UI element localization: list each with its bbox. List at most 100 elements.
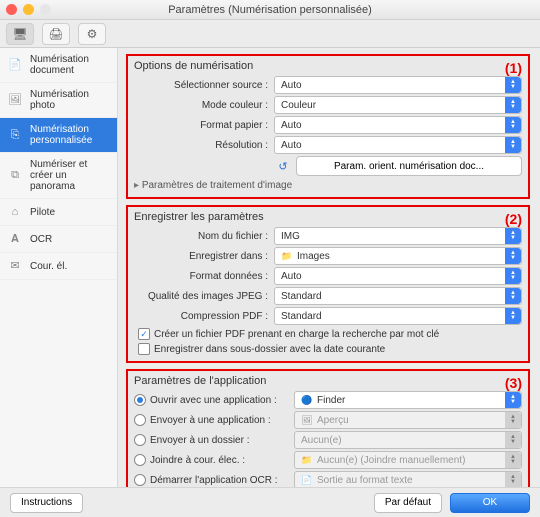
printer-icon: 🖨	[48, 27, 63, 41]
chevron-updown-icon: ▲▼	[505, 288, 521, 304]
sidebar-item-email[interactable]: ✉Cour. él.	[0, 253, 117, 280]
sidebar-item-label: Numériser et créer un panorama	[30, 159, 111, 192]
select-source[interactable]: Auto▲▼	[274, 76, 522, 94]
chevron-updown-icon: ▲▼	[505, 472, 521, 487]
sidebar: 📄Numérisation document 🖼 Numérisation pho…	[0, 48, 118, 487]
tab-scan-from-scanner[interactable]: 🖨	[42, 23, 70, 45]
select-jpeg-quality[interactable]: Standard▲▼	[274, 287, 522, 305]
sliders-icon: ⚙	[87, 27, 98, 41]
select-resolution[interactable]: Auto▲▼	[274, 136, 522, 154]
chevron-updown-icon: ▲▼	[505, 248, 521, 264]
radio-label: Joindre à cour. élec. :	[150, 455, 245, 466]
sidebar-item-label: Numérisation photo	[30, 89, 111, 111]
finder-icon: 🔵	[301, 394, 313, 406]
ocr-icon: 𝐀	[6, 232, 24, 246]
defaults-button[interactable]: Par défaut	[374, 493, 442, 513]
chevron-updown-icon: ▲▼	[505, 308, 521, 324]
radio-start-ocr[interactable]	[134, 474, 146, 486]
label-format: Format données :	[134, 271, 274, 282]
filename-field[interactable]: IMG▲▼	[274, 227, 522, 245]
radio-send-to-folder[interactable]	[134, 434, 146, 446]
chevron-updown-icon: ▲▼	[505, 117, 521, 133]
select-paper-size[interactable]: Auto▲▼	[274, 116, 522, 134]
tab-settings[interactable]: ⚙	[78, 23, 106, 45]
chevron-updown-icon: ▲▼	[505, 452, 521, 468]
folder-icon: 📁	[281, 250, 293, 262]
chevron-updown-icon: ▲▼	[505, 412, 521, 428]
sidebar-item-driver[interactable]: ⌂ Pilote	[0, 199, 117, 226]
chevron-updown-icon: ▲▼	[505, 97, 521, 113]
sidebar-item-label: Cour. él.	[30, 261, 67, 272]
group-title: Paramètres de l'application	[134, 375, 522, 387]
radio-label: Ouvrir avec une application :	[150, 395, 277, 406]
checkbox-date-subfolder[interactable]	[138, 343, 150, 355]
chevron-updown-icon: ▲▼	[505, 77, 521, 93]
sidebar-item-custom[interactable]: ⎘ Numérisation personnalisée	[0, 118, 117, 153]
select-pdf-compression[interactable]: Standard▲▼	[274, 307, 522, 325]
instructions-button[interactable]: Instructions	[10, 493, 83, 513]
radio-attach-email[interactable]	[134, 454, 146, 466]
footer: Instructions Par défaut OK	[0, 487, 540, 517]
chevron-updown-icon: ▲▼	[505, 432, 521, 448]
radio-label: Envoyer à un dossier :	[150, 435, 250, 446]
sidebar-item-photo[interactable]: 🖼 Numérisation photo	[0, 83, 117, 118]
sidebar-item-panorama[interactable]: ⧉ Numériser et créer un panorama	[0, 153, 117, 199]
photo-icon: 🖼	[6, 93, 24, 107]
label-filename: Nom du fichier :	[134, 231, 274, 242]
save-settings-group: Enregistrer les paramètres (2) Nom du fi…	[126, 205, 530, 363]
label-resolution: Résolution :	[134, 140, 274, 151]
group-title: Options de numérisation	[134, 60, 522, 72]
text-icon: 📄	[301, 474, 313, 486]
annotation-badge-2: (2)	[505, 211, 522, 227]
sidebar-item-document[interactable]: 📄Numérisation document	[0, 48, 117, 83]
driver-icon: ⌂	[6, 205, 24, 219]
label-color: Mode couleur :	[134, 100, 274, 111]
main-panel: Options de numérisation (1) Sélectionner…	[118, 48, 540, 487]
reset-icon[interactable]: ↺	[274, 157, 292, 175]
label-source: Sélectionner source :	[134, 80, 274, 91]
select-open-app[interactable]: 🔵Finder▲▼	[294, 391, 522, 409]
chevron-updown-icon: ▲▼	[505, 268, 521, 284]
label-pdf: Compression PDF :	[134, 311, 274, 322]
custom-icon: ⎘	[6, 128, 24, 142]
select-send-folder: Aucun(e)▲▼	[294, 431, 522, 449]
window: Paramètres (Numérisation personnalisée) …	[0, 0, 540, 517]
radio-label: Envoyer à une application :	[150, 415, 271, 426]
chevron-updown-icon: ▲▼	[505, 228, 521, 244]
sidebar-item-label: Numérisation document	[30, 54, 111, 76]
select-ocr-app: 📄Sortie au format texte▲▼	[294, 471, 522, 487]
sidebar-item-ocr[interactable]: 𝐀 OCR	[0, 226, 117, 253]
select-send-app: 🖼Aperçu▲▼	[294, 411, 522, 429]
ok-button[interactable]: OK	[450, 493, 530, 513]
sidebar-item-label: Numérisation personnalisée	[30, 124, 111, 146]
select-save-folder[interactable]: 📁Images▲▼	[274, 247, 522, 265]
select-email-client: 📁Aucun(e) (Joindre manuellement)▲▼	[294, 451, 522, 469]
radio-send-to-app[interactable]	[134, 414, 146, 426]
chevron-updown-icon: ▲▼	[505, 392, 521, 408]
checkbox-label: Créer un fichier PDF prenant en charge l…	[154, 329, 439, 340]
label-paper: Format papier :	[134, 120, 274, 131]
computer-icon: 🖥	[12, 27, 27, 41]
sidebar-item-label: OCR	[30, 234, 52, 245]
folder-icon: 📁	[301, 454, 313, 466]
label-savein: Enregistrer dans :	[134, 251, 274, 262]
toolbar: 🖥 🖨 ⚙	[0, 20, 540, 48]
orientation-settings-button[interactable]: Param. orient. numérisation doc...	[296, 156, 522, 176]
sidebar-item-label: Pilote	[30, 207, 55, 218]
checkbox-label: Enregistrer dans sous-dossier avec la da…	[154, 344, 385, 355]
window-title: Paramètres (Numérisation personnalisée)	[0, 4, 540, 16]
scanning-options-group: Options de numérisation (1) Sélectionner…	[126, 54, 530, 199]
select-data-format[interactable]: Auto▲▼	[274, 267, 522, 285]
preview-icon: 🖼	[301, 414, 313, 426]
chevron-updown-icon: ▲▼	[505, 137, 521, 153]
annotation-badge-3: (3)	[505, 375, 522, 391]
titlebar: Paramètres (Numérisation personnalisée)	[0, 0, 540, 20]
label-jpeg: Qualité des images JPEG :	[134, 291, 274, 302]
panorama-icon: ⧉	[6, 169, 24, 183]
tab-scan-from-computer[interactable]: 🖥	[6, 23, 34, 45]
application-settings-group: Paramètres de l'application (3) Ouvrir a…	[126, 369, 530, 487]
select-color-mode[interactable]: Couleur▲▼	[274, 96, 522, 114]
image-processing-disclosure[interactable]: Paramètres de traitement d'image	[134, 180, 522, 191]
checkbox-pdf-searchable[interactable]: ✓	[138, 328, 150, 340]
radio-open-with-app[interactable]	[134, 394, 146, 406]
